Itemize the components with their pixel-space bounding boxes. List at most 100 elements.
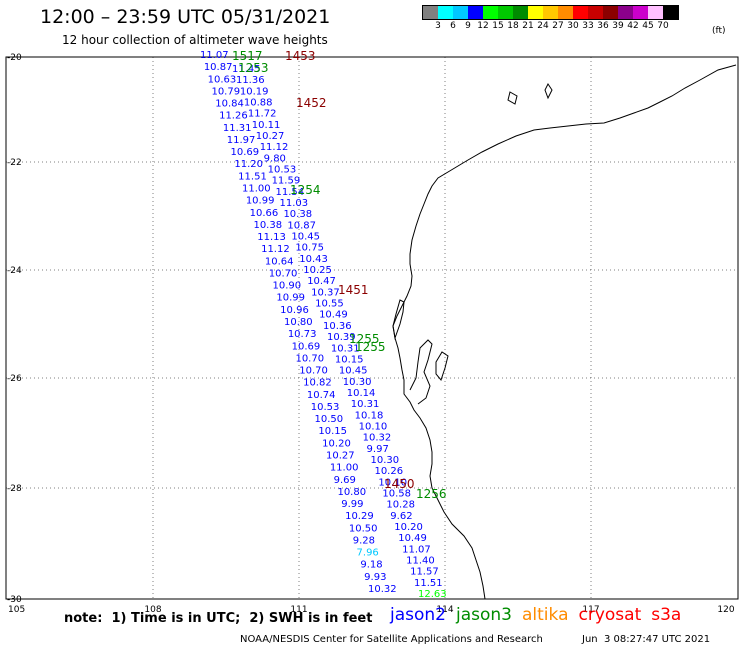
coastline-dirk-hartog: [392, 299, 405, 340]
satellite-legend-item: jason3: [456, 605, 512, 625]
lon-tick-label: 111: [290, 605, 307, 615]
legend-label: 27: [552, 21, 564, 31]
legend-swatch: [618, 6, 633, 19]
swh-value-track-b: 10.55: [315, 299, 344, 310]
swh-value-track-a: 10.50: [349, 523, 378, 534]
swh-value-track-b: 10.25: [303, 265, 332, 276]
satellite-legend-item: altika: [522, 605, 569, 625]
swh-value-track-b: 10.26: [374, 466, 403, 477]
swh-value-track-b: 10.30: [371, 455, 400, 466]
legend-swatch: [423, 6, 438, 19]
swh-value-track-a: 10.87: [204, 62, 233, 73]
gridlines: 105 108 111 114 117 120 -20 -22 -24 -26 -28 -30: [6, 53, 738, 615]
swh-value-track-b: 10.15: [335, 354, 364, 365]
swh-value-track-a: 10.99: [276, 293, 305, 304]
legend-label: 15: [492, 21, 504, 31]
swh-value-track-b: 10.32: [363, 433, 392, 444]
lat-tick-label: -30: [7, 595, 22, 605]
satellite-legend-item: jason2: [390, 605, 446, 625]
swh-value-track-b: 10.39: [327, 332, 356, 343]
pass-label: 1452: [296, 96, 327, 110]
legend-swatch: [453, 6, 468, 19]
swh-value-track-a: 10.82: [303, 378, 332, 389]
swh-value-track-a: 11.00: [330, 463, 359, 474]
swh-value-track-b: 10.10: [378, 477, 407, 488]
satellite-legend: jason2 jason3 altika cryosat s3a: [390, 605, 691, 625]
swh-value-track-b: 10.45: [291, 232, 320, 243]
swh-value-track-a: 10.70: [299, 366, 328, 377]
legend-label: 18: [507, 21, 519, 31]
swh-value-track-b: 10.11: [252, 120, 281, 131]
pass-label: 1255: [355, 340, 386, 354]
swh-value-track-b: 11.12: [260, 142, 289, 153]
swh-value-track-b: 10.31: [331, 343, 360, 354]
coastline: [392, 64, 737, 600]
swh-value-track-b: 11.54: [276, 187, 305, 198]
swh-value-track-b: 11.51: [414, 578, 443, 589]
swh-value-track-a: 10.80: [284, 317, 313, 328]
swh-value-track-b: 10.18: [355, 410, 384, 421]
swh-value-track-a: 10.73: [288, 329, 317, 340]
legend-label: 6: [450, 21, 456, 31]
swh-value-track-a: 10.84: [215, 99, 244, 110]
swh-value-track-b: 10.19: [240, 86, 269, 97]
altimeter-tracks: 11.0710.8710.6310.7910.8411.2611.3111.97…: [200, 50, 447, 600]
legend-unit: (ft): [712, 26, 726, 36]
lon-tick-label: 105: [8, 605, 25, 615]
swh-value-track-b: 10.75: [295, 243, 324, 254]
pass-label: 1254: [290, 183, 321, 197]
swh-value-track-a: 10.64: [265, 256, 294, 267]
swh-value-track-b: 11.45: [232, 64, 261, 75]
lon-tick-label: 108: [144, 605, 161, 615]
swh-value-track-a: 10.80: [337, 487, 366, 498]
swh-value-track-b: 10.27: [256, 131, 285, 142]
map-title: 12:00 – 23:59 UTC 05/31/2021: [40, 6, 331, 28]
legend-swatch: [663, 6, 678, 19]
swh-value-track-a: 10.79: [211, 86, 240, 97]
swh-value-track-b: 12.63: [418, 589, 447, 600]
swh-value-track-a: 10.70: [295, 353, 324, 364]
swh-value-track-a: 10.69: [231, 147, 260, 158]
credit-timestamp: Jun 3 08:27:47 UTC 2021: [582, 634, 711, 645]
map-subtitle: 12 hour collection of altimeter wave hei…: [62, 33, 328, 47]
legend-swatch: [528, 6, 543, 19]
lat-tick-label: -20: [7, 53, 22, 63]
swh-value-track-b: 10.49: [398, 533, 427, 544]
swh-value-track-b: 11.72: [248, 109, 277, 120]
legend-swatch: [483, 6, 498, 19]
swh-value-track-b: 10.87: [287, 220, 316, 231]
lat-tick-label: -22: [7, 158, 22, 168]
swh-value-track-a: 11.31: [223, 123, 252, 134]
swh-value-track-a: 9.93: [364, 572, 386, 583]
legend-swatch: [648, 6, 663, 19]
swh-value-track-b: 11.40: [406, 555, 435, 566]
swh-value-track-a: 10.27: [326, 451, 355, 462]
swh-value-track-b: 11.03: [279, 198, 308, 209]
swh-value-track-a: 11.07: [200, 50, 229, 61]
legend-swatch: [588, 6, 603, 19]
swh-value-track-a: 10.15: [318, 426, 347, 437]
lat-tick-label: -26: [7, 374, 22, 384]
legend-label: 33: [582, 21, 594, 31]
swh-value-track-a: 11.13: [257, 232, 286, 243]
swh-value-track-a: 10.90: [273, 281, 302, 292]
legend-label: 42: [627, 21, 639, 31]
legend-label: 21: [522, 21, 534, 31]
swh-value-track-a: 9.28: [353, 535, 375, 546]
swh-value-track-b: 10.43: [299, 254, 328, 265]
swh-value-track-a: 10.20: [322, 438, 351, 449]
coastline-mainland: [392, 64, 737, 600]
swh-value-track-a: 10.66: [250, 208, 279, 219]
swh-value-track-a: 10.70: [269, 268, 298, 279]
legend-label: 30: [567, 21, 579, 31]
swh-value-track-b: 10.53: [268, 165, 297, 176]
swh-value-track-b: 10.88: [244, 98, 273, 109]
swh-value-track-b: 9.80: [264, 153, 286, 164]
satellite-legend-item: s3a: [651, 605, 682, 625]
legend-label: 45: [642, 21, 654, 31]
legend-swatch: [603, 6, 618, 19]
swh-value-track-b: 9.62: [390, 511, 412, 522]
swh-value-track-b: 10.14: [347, 388, 376, 399]
